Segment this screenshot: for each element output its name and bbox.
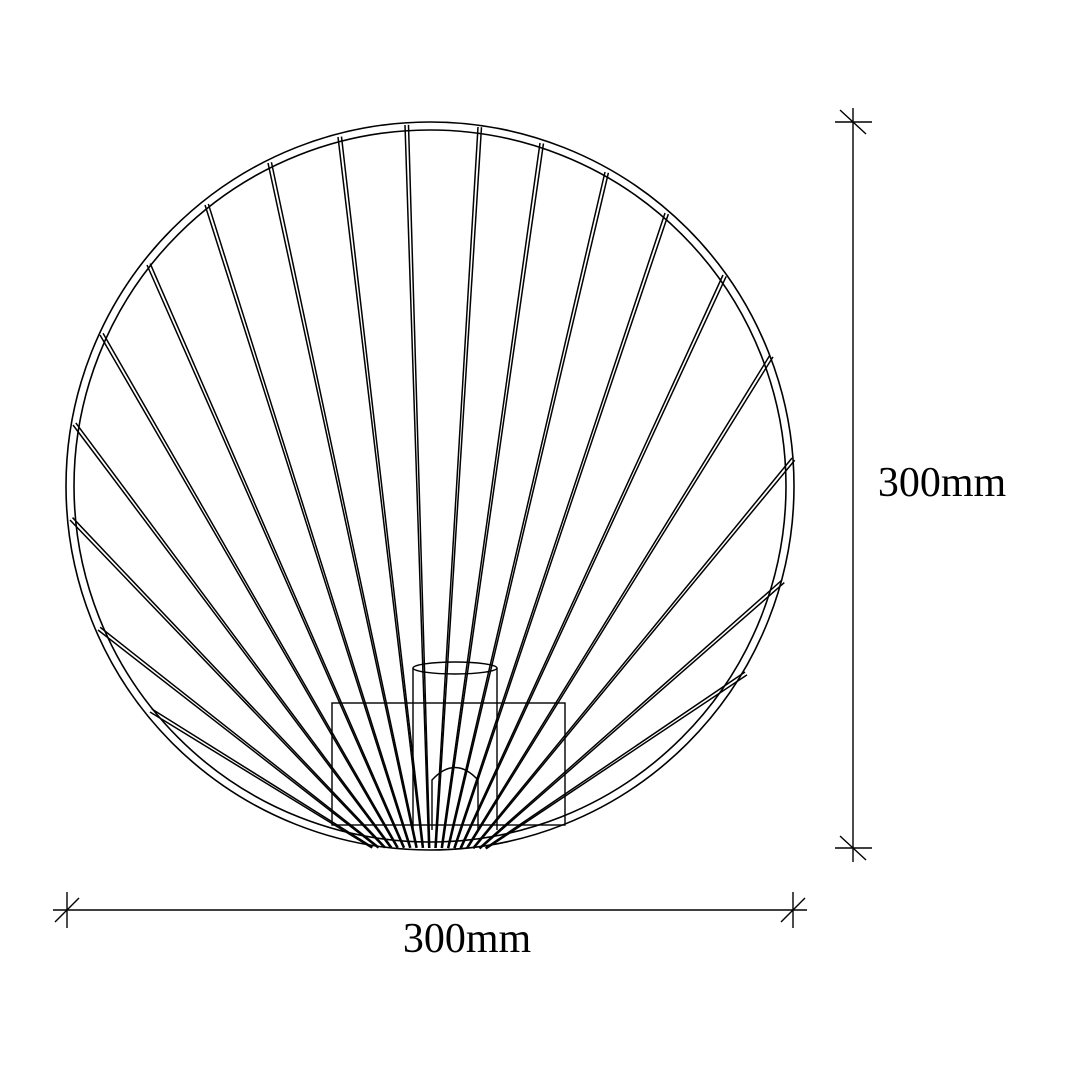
bulb-socket-top [412,661,498,675]
shade-rib-11-b [435,127,483,849]
shade-rib-18-b [479,582,785,850]
shade-rib-7-b [207,203,412,848]
shade-outer-ring [65,121,795,851]
shade-rib-8-a [267,162,417,849]
shade-rib-19-b [485,674,748,850]
shade-rib-10-b [407,124,431,848]
shade-rib-12-a [440,142,541,849]
shade-rib-8-b [270,162,418,848]
height-dimension [835,108,872,862]
shade-rib-14-a [453,212,666,849]
shade-rib-1-b [151,708,373,848]
lamp-shade [65,121,795,851]
shade-rib-4-b [75,422,393,848]
shade-rib-13-b [447,172,610,849]
shade-rib-17-a [472,457,793,849]
shade-inner-ring [73,129,787,843]
width-dimension [53,892,807,928]
shade-rib-3-a [69,519,386,849]
shade-rib-13-a [446,171,606,849]
height-label: 300mm [878,460,1007,506]
height-tick-top [839,109,867,135]
shade-rib-12-b [441,143,545,849]
shade-rib-2-b [99,626,380,848]
shade-rib-7-a [204,204,411,849]
shade-rib-1-a [149,711,373,849]
holder-base [331,702,566,826]
shade-rib-9-a [337,136,424,849]
shade-rib-15-b [460,276,727,849]
shade-ribs [69,124,796,850]
bulb-socket [412,668,498,830]
width-tick-right [780,897,806,923]
shade-rib-5-a [99,334,398,849]
shade-rib-6-b [149,263,406,848]
shade-rib-9-b [340,136,425,848]
shade-rib-10-a [404,124,430,849]
shade-rib-5-b [102,332,399,848]
shade-rib-2-a [97,629,379,849]
shade-rib-14-b [454,213,670,849]
width-label: 300mm [403,916,532,962]
height-tick-bottom [839,835,867,861]
shade-rib-3-b [71,517,386,848]
shade-rib-17-b [473,459,796,850]
shade-rib-11-a [434,126,479,849]
shade-rib-18-a [478,579,783,849]
shade-rib-16-b [466,356,774,849]
shade-rib-4-a [72,424,392,849]
shade-rib-19-a [484,671,746,849]
shade-rib-6-a [146,264,405,849]
shade-rib-16-a [465,354,771,849]
shade-rib-15-a [459,274,724,849]
width-tick-left [54,897,80,923]
